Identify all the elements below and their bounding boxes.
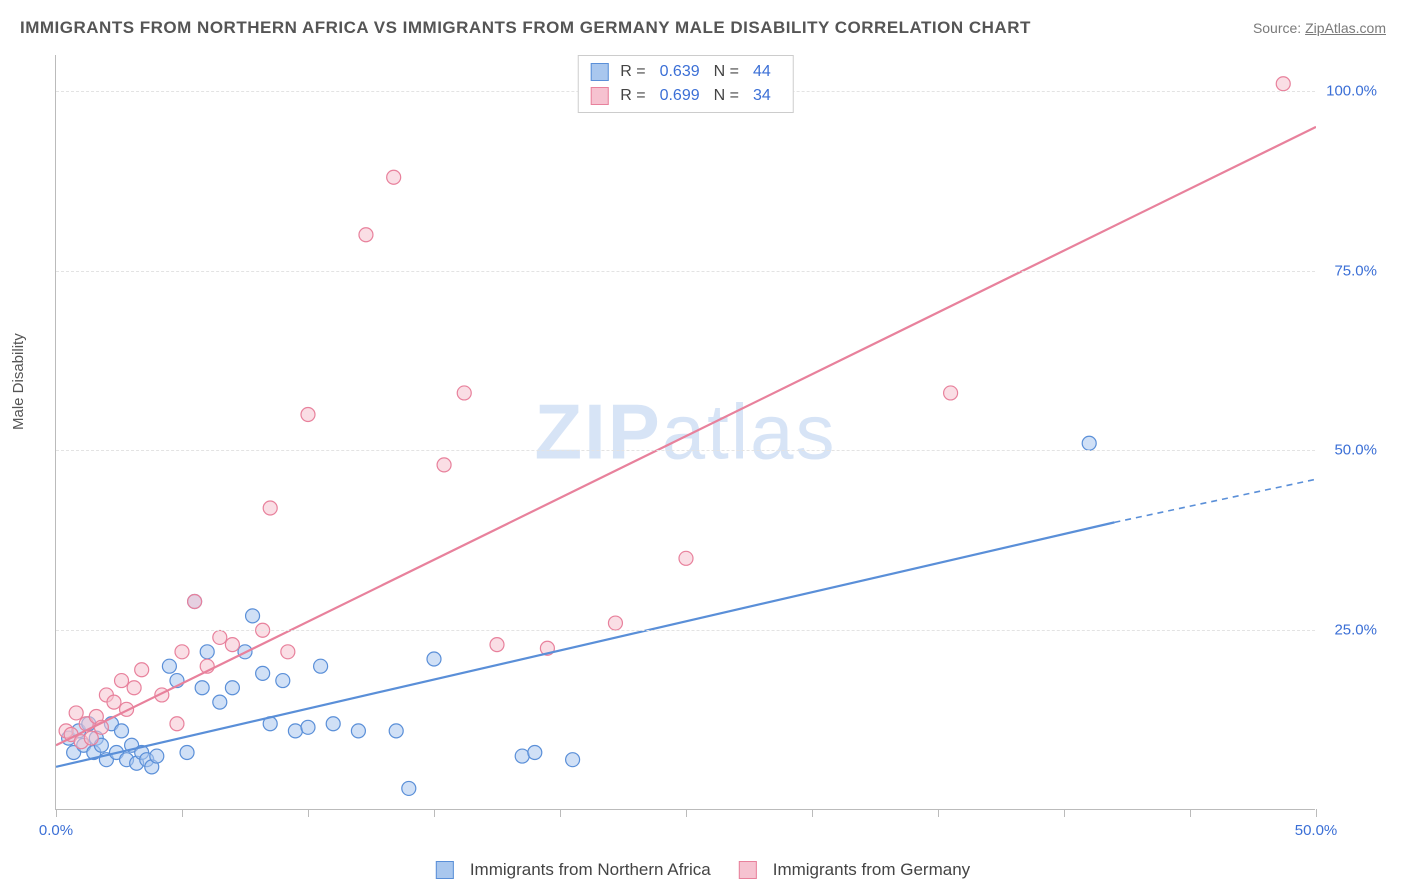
- data-point[interactable]: [281, 645, 295, 659]
- x-tick: [812, 809, 813, 817]
- data-point[interactable]: [115, 674, 129, 688]
- x-tick: [308, 809, 309, 817]
- data-point[interactable]: [162, 659, 176, 673]
- data-point[interactable]: [84, 731, 98, 745]
- series-legend: Immigrants from Northern Africa Immigran…: [436, 860, 970, 880]
- y-tick-label: 100.0%: [1326, 82, 1377, 99]
- data-point[interactable]: [263, 501, 277, 515]
- y-axis-label: Male Disability: [10, 333, 27, 430]
- data-point[interactable]: [326, 717, 340, 731]
- data-point[interactable]: [515, 749, 529, 763]
- swatch-series-2: [590, 87, 608, 105]
- data-point[interactable]: [256, 666, 270, 680]
- data-point[interactable]: [276, 674, 290, 688]
- x-tick: [1316, 809, 1317, 817]
- data-point[interactable]: [150, 749, 164, 763]
- data-point[interactable]: [170, 717, 184, 731]
- data-point[interactable]: [314, 659, 328, 673]
- data-point[interactable]: [288, 724, 302, 738]
- data-point[interactable]: [679, 551, 693, 565]
- data-point[interactable]: [301, 408, 315, 422]
- data-point[interactable]: [359, 228, 373, 242]
- swatch-bottom-2: [739, 861, 757, 879]
- chart-title: IMMIGRANTS FROM NORTHERN AFRICA VS IMMIG…: [20, 18, 1031, 38]
- legend-row-series-2: R = 0.699 N = 34: [590, 84, 781, 108]
- data-point[interactable]: [180, 745, 194, 759]
- swatch-series-1: [590, 63, 608, 81]
- data-point[interactable]: [387, 170, 401, 184]
- data-point[interactable]: [225, 681, 239, 695]
- data-point[interactable]: [213, 630, 227, 644]
- data-point[interactable]: [246, 609, 260, 623]
- trendline-extrapolated: [1114, 479, 1316, 522]
- data-point[interactable]: [437, 458, 451, 472]
- data-point[interactable]: [427, 652, 441, 666]
- r-value-1: 0.639: [660, 63, 700, 81]
- n-value-2: 34: [753, 87, 771, 105]
- x-tick-label: 50.0%: [1295, 822, 1338, 839]
- chart-container: IMMIGRANTS FROM NORTHERN AFRICA VS IMMIG…: [0, 0, 1406, 892]
- plot-area: ZIPatlas R = 0.639 N = 44 R = 0.699 N = …: [55, 55, 1315, 810]
- x-tick: [182, 809, 183, 817]
- x-tick: [434, 809, 435, 817]
- y-tick-label: 25.0%: [1334, 622, 1377, 639]
- data-point[interactable]: [351, 724, 365, 738]
- data-point[interactable]: [1276, 77, 1290, 91]
- r-label: R =: [620, 63, 645, 81]
- gridline: [56, 630, 1315, 631]
- data-point[interactable]: [566, 753, 580, 767]
- x-tick: [56, 809, 57, 817]
- r-value-2: 0.699: [660, 87, 700, 105]
- y-tick-label: 75.0%: [1334, 262, 1377, 279]
- gridline: [56, 271, 1315, 272]
- data-point[interactable]: [944, 386, 958, 400]
- correlation-legend: R = 0.639 N = 44 R = 0.699 N = 34: [577, 55, 794, 113]
- source-link[interactable]: ZipAtlas.com: [1305, 20, 1386, 36]
- data-point[interactable]: [1082, 436, 1096, 450]
- data-point[interactable]: [175, 645, 189, 659]
- data-point[interactable]: [402, 781, 416, 795]
- data-point[interactable]: [490, 638, 504, 652]
- data-point[interactable]: [225, 638, 239, 652]
- x-tick: [1190, 809, 1191, 817]
- data-point[interactable]: [389, 724, 403, 738]
- data-point[interactable]: [528, 745, 542, 759]
- data-point[interactable]: [301, 720, 315, 734]
- swatch-bottom-1: [436, 861, 454, 879]
- n-label: N =: [714, 63, 739, 81]
- x-tick-label: 0.0%: [39, 822, 73, 839]
- data-point[interactable]: [127, 681, 141, 695]
- source-attribution: Source: ZipAtlas.com: [1253, 20, 1386, 36]
- x-tick: [686, 809, 687, 817]
- data-point[interactable]: [213, 695, 227, 709]
- data-point[interactable]: [457, 386, 471, 400]
- gridline: [56, 450, 1315, 451]
- series-1-name: Immigrants from Northern Africa: [470, 860, 711, 880]
- legend-item-1: Immigrants from Northern Africa: [436, 860, 711, 880]
- chart-svg: [56, 55, 1316, 810]
- data-point[interactable]: [200, 645, 214, 659]
- y-tick-label: 50.0%: [1334, 442, 1377, 459]
- trendline: [56, 522, 1114, 766]
- data-point[interactable]: [608, 616, 622, 630]
- n-value-1: 44: [753, 63, 771, 81]
- data-point[interactable]: [115, 724, 129, 738]
- data-point[interactable]: [69, 706, 83, 720]
- n-label: N =: [714, 87, 739, 105]
- legend-item-2: Immigrants from Germany: [739, 860, 970, 880]
- legend-row-series-1: R = 0.639 N = 44: [590, 60, 781, 84]
- x-tick: [938, 809, 939, 817]
- data-point[interactable]: [107, 695, 121, 709]
- source-prefix: Source:: [1253, 20, 1305, 36]
- x-tick: [1064, 809, 1065, 817]
- series-2-name: Immigrants from Germany: [773, 860, 970, 880]
- trendline: [56, 127, 1316, 745]
- data-point[interactable]: [195, 681, 209, 695]
- x-tick: [560, 809, 561, 817]
- r-label: R =: [620, 87, 645, 105]
- data-point[interactable]: [188, 594, 202, 608]
- data-point[interactable]: [135, 663, 149, 677]
